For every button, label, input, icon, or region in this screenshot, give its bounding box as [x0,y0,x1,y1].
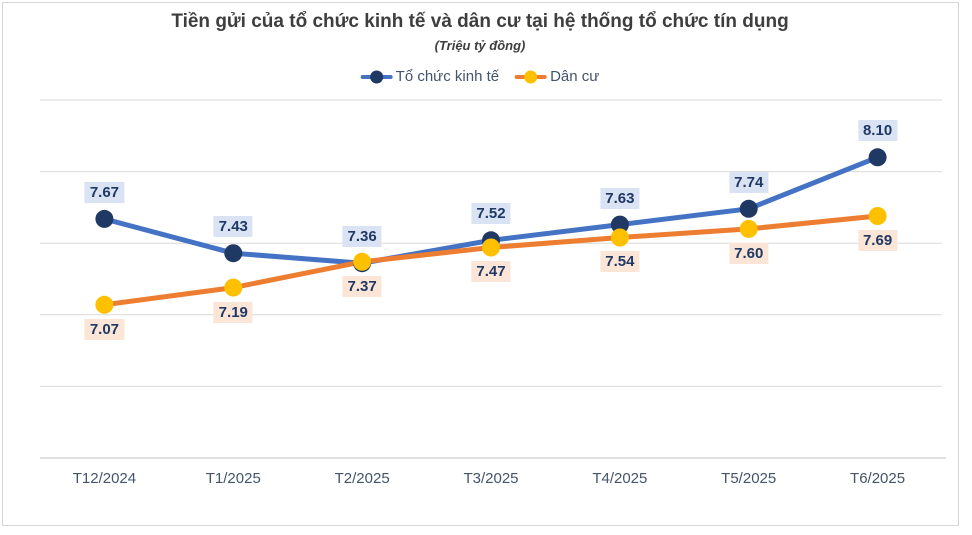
data-label-series-1: 7.37 [342,275,382,297]
data-point-marker-1 [95,295,114,314]
data-label-series-0: 8.10 [857,120,898,142]
data-point-marker-1 [482,238,500,257]
x-axis-tick-label: T4/2025 [592,470,648,487]
data-point-marker-0 [610,215,629,234]
legend-dot-icon [370,70,384,83]
data-label-series-0: 7.43 [213,216,253,238]
data-label-series-1: 7.47 [471,261,511,283]
data-point-marker-0 [868,148,887,167]
x-axis-tick-label: T1/2025 [205,470,261,487]
legend: Tổ chức kinh tế Dân cư [360,68,599,85]
data-label-series-1: 7.19 [213,301,253,323]
chart-subtitle: (Triệu tỷ đồng) [434,38,526,53]
legend-line-marker-icon [360,70,393,83]
x-axis-tick-label: T5/2025 [721,470,777,487]
legend-item-dan-cu: Dân cư [515,68,599,85]
data-point-marker-0 [224,244,243,263]
data-label-series-0: 7.52 [471,203,511,225]
data-label-series-1: 7.54 [600,251,640,273]
legend-dot-icon [524,70,538,83]
data-point-marker-1 [868,207,887,225]
x-axis-tick-label: T12/2024 [72,470,137,487]
data-point-marker-0 [95,209,114,228]
legend-item-to-chuc-kinh-te: Tổ chức kinh tế [360,68,500,85]
data-label-series-0: 7.67 [84,181,125,203]
data-point-marker-0 [739,199,758,218]
legend-label: Dân cư [550,68,600,85]
data-label-series-0: 7.36 [342,226,382,248]
x-axis-tick-label: T3/2025 [463,470,519,487]
data-label-series-1: 7.69 [857,229,898,251]
chart-title: Tiền gửi của tổ chức kinh tế và dân cư t… [171,11,789,32]
data-label-series-0: 7.74 [729,171,769,193]
data-label-series-1: 7.60 [729,242,769,264]
x-axis-tick-label: T2/2025 [334,470,390,487]
data-label-series-1: 7.07 [84,318,125,340]
data-point-marker-1 [739,219,758,238]
data-point-marker-1 [224,278,243,297]
legend-label: Tổ chức kinh tế [395,68,500,85]
data-point-marker-1 [610,228,629,247]
data-label-series-0: 7.63 [600,187,640,209]
x-axis-tick-label: T6/2025 [850,470,906,487]
legend-line-marker-icon [515,70,548,83]
data-point-marker-1 [353,252,372,271]
